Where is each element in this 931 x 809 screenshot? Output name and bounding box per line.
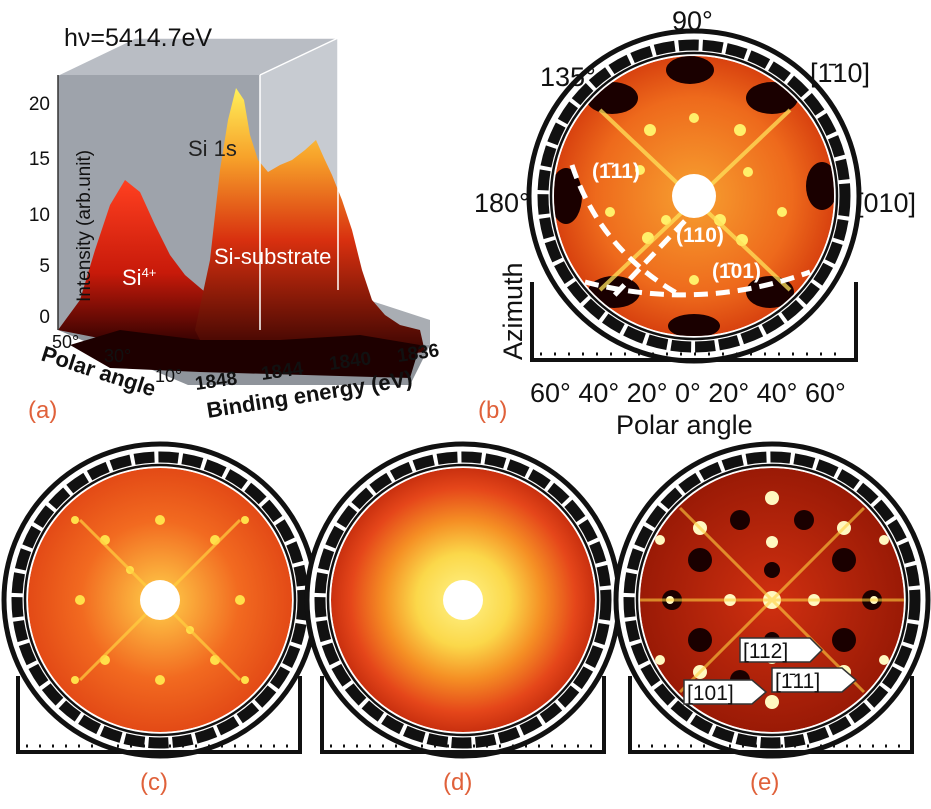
kikuchi-lines <box>569 164 811 302</box>
inset-label: Si 1s <box>188 136 237 161</box>
polar-tick-10: 10° <box>155 366 182 386</box>
y-tick-15: 15 <box>29 149 50 170</box>
center-hole-d <box>443 580 483 620</box>
plane-101: (1̄01) <box>712 260 761 283</box>
bracket-e <box>628 676 914 754</box>
label-111: [1̄11] <box>775 670 820 693</box>
y-tick-0: 0 <box>39 307 50 328</box>
angle-180: 180° <box>474 188 530 218</box>
panel-d: (d) <box>304 441 622 796</box>
label-112: [112] <box>743 640 788 663</box>
panel-letter-c: (c) <box>140 769 168 796</box>
center-hole-b <box>672 174 716 218</box>
plane-111: (1̄11) <box>592 160 640 183</box>
polar-tick-30: 30° <box>104 346 131 366</box>
panel-letter-e: (e) <box>750 769 779 796</box>
label-101: [101] <box>687 682 734 705</box>
box-edges <box>57 37 339 330</box>
azimuth-label: Azimuth <box>498 262 528 360</box>
substrate-ridge <box>195 88 425 365</box>
polar-tick-50: 50° <box>52 332 79 352</box>
y-tick-5: 5 <box>39 256 50 277</box>
callout-101: [101] <box>683 679 768 705</box>
bracket-c <box>16 676 302 754</box>
panel-a: 0 5 10 15 20 hν=5414.7eV Si 1s Intensity… <box>28 24 441 424</box>
peak-label-si4: Si4+ <box>122 265 156 290</box>
panel-b: (1̄11) (110) (1̄01) 90° 135° 180° [1̄10]… <box>474 6 916 440</box>
angle-135: 135° <box>540 62 596 92</box>
polar-label-b: Polar angle <box>616 410 753 440</box>
panel-letter-d: (d) <box>443 769 472 796</box>
direction-110: [1̄10] <box>810 58 870 88</box>
callout-111: [1̄11] <box>771 667 858 693</box>
y-tick-20: 20 <box>29 94 50 115</box>
direction-010: [010] <box>856 188 916 218</box>
panel-c: (c) <box>1 441 319 796</box>
low-angle-ridges <box>70 330 420 378</box>
box-top-face <box>58 38 338 75</box>
callout-112: [112] <box>739 637 824 663</box>
bracket-d <box>320 676 606 754</box>
y-tick-10: 10 <box>29 205 50 226</box>
polar-ticks-b: 60° 40° 20° 0° 20° 40° 60° <box>530 378 846 408</box>
panel-letter-a: (a) <box>28 397 57 424</box>
panel-a-title: hν=5414.7eV <box>64 24 212 52</box>
energy-tick-1836: 1836 <box>396 340 441 367</box>
angle-90: 90° <box>672 6 713 36</box>
panel-letter-b: (b) <box>478 397 507 424</box>
bracket-b <box>530 282 858 362</box>
energy-tick-1848: 1848 <box>194 368 239 395</box>
center-hole-c <box>140 580 180 620</box>
y-axis-label: Intensity (arb.unit) <box>74 150 95 302</box>
plane-110: (110) <box>676 224 724 247</box>
peak-label-substrate: Si-substrate <box>214 244 331 269</box>
panel-e: [112] [1̄11] [101] (e) <box>613 441 931 796</box>
